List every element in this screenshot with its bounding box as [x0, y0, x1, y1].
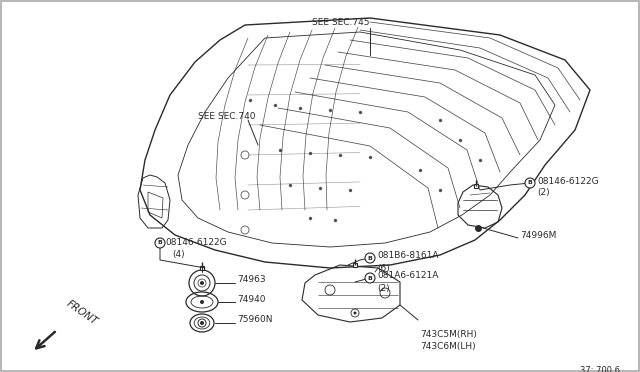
Circle shape [200, 281, 204, 285]
Text: 743C6M(LH): 743C6M(LH) [420, 342, 476, 351]
Text: 08146-6122G: 08146-6122G [165, 238, 227, 247]
Text: B: B [157, 241, 163, 246]
Text: 74963: 74963 [237, 276, 266, 285]
Circle shape [353, 311, 356, 314]
Text: 08146-6122G: 08146-6122G [537, 176, 598, 186]
Circle shape [525, 178, 535, 188]
Circle shape [200, 300, 204, 304]
Circle shape [155, 238, 165, 248]
Text: 74940: 74940 [237, 295, 266, 304]
Text: 74996M: 74996M [520, 231, 556, 241]
Text: FRONT: FRONT [65, 298, 100, 327]
Text: (2): (2) [377, 283, 390, 292]
Text: 081B6-8161A: 081B6-8161A [377, 251, 438, 260]
Text: 743C5M(RH): 743C5M(RH) [420, 330, 477, 339]
Text: B: B [367, 276, 372, 280]
Text: B: B [527, 180, 532, 186]
Text: SEE SEC.740: SEE SEC.740 [198, 112, 255, 121]
Circle shape [365, 253, 375, 263]
Text: 75960N: 75960N [237, 315, 273, 324]
Text: B: B [367, 256, 372, 260]
Text: 37: 700 6: 37: 700 6 [580, 366, 620, 372]
Text: 081A6-6121A: 081A6-6121A [377, 272, 438, 280]
Text: SEE SEC.745: SEE SEC.745 [312, 18, 369, 27]
Text: (2): (2) [537, 189, 550, 198]
Circle shape [365, 273, 375, 283]
Text: (6): (6) [377, 263, 390, 273]
Circle shape [200, 321, 204, 325]
Text: (4): (4) [172, 250, 184, 259]
